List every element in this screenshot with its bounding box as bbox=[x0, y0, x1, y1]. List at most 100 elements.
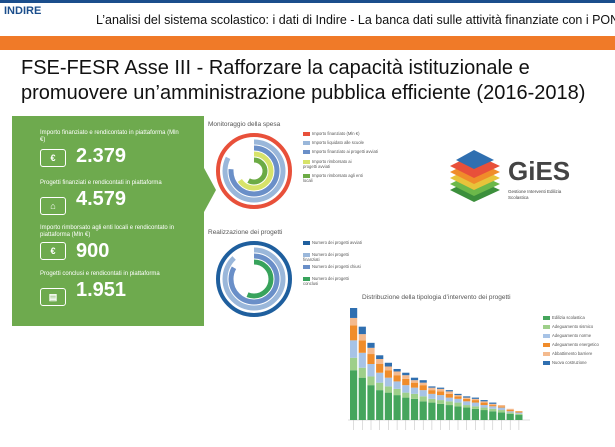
stat-value: 4.579 bbox=[76, 188, 127, 210]
bar-segment bbox=[428, 393, 436, 399]
bar-segment bbox=[506, 412, 514, 414]
legend-item: Numero dei progetti chiusi bbox=[303, 264, 363, 269]
realization-donut-chart bbox=[216, 241, 292, 317]
bar-segment bbox=[419, 390, 427, 397]
bar-segment bbox=[463, 396, 471, 398]
bar-segment bbox=[445, 391, 453, 394]
bar-segment bbox=[402, 397, 410, 420]
bar-segment bbox=[437, 388, 445, 392]
bar-segment bbox=[497, 407, 506, 411]
bar-segment bbox=[463, 401, 471, 406]
bar-segment bbox=[463, 397, 471, 399]
bar-segment bbox=[419, 382, 427, 386]
stat-label: Progetti finanziati e rendicontati in pi… bbox=[40, 180, 162, 186]
bar-segment bbox=[489, 402, 497, 404]
euro-coins-icon: € bbox=[40, 242, 66, 260]
bar-segment bbox=[410, 398, 419, 420]
bar-segment bbox=[384, 386, 392, 393]
legend-item: Adeguamento norme bbox=[543, 333, 591, 338]
bar-segment bbox=[471, 406, 479, 409]
bar-segment bbox=[393, 381, 401, 389]
bar-segment bbox=[445, 397, 453, 402]
bar-segment bbox=[497, 405, 506, 407]
bar-segment bbox=[350, 370, 358, 420]
kpi-panel-arrow bbox=[204, 168, 216, 212]
bar-segment bbox=[393, 371, 401, 376]
bar-segment bbox=[402, 392, 410, 398]
legend-item: Numero dei progetti finanziati bbox=[303, 252, 349, 262]
bar-segment bbox=[376, 355, 384, 360]
bar-segment bbox=[506, 410, 514, 412]
bar-segment bbox=[376, 359, 384, 364]
bar-segment bbox=[480, 410, 488, 420]
bar-segment bbox=[384, 362, 392, 367]
legend-item: Importo finanziato (Mln €) bbox=[303, 131, 359, 136]
bar-segment bbox=[506, 408, 514, 411]
bar-segment bbox=[384, 377, 392, 387]
bar-segment bbox=[489, 411, 497, 420]
legend-item: Importo finanziato ai progetti avviati bbox=[303, 149, 378, 154]
ring-importo-liquidato bbox=[222, 139, 286, 203]
stat-value: 2.379 bbox=[76, 145, 127, 167]
ring-progetti-conclusi bbox=[234, 259, 274, 299]
realization-title: Realizzazione dei progetti bbox=[208, 229, 283, 236]
bar-segment bbox=[376, 372, 384, 383]
bar-segment bbox=[419, 385, 427, 391]
distribution-title: Distribuzione della tipologia d’interven… bbox=[362, 294, 511, 301]
gies-tagline: Gestione Interventi Edilizia Scolastica bbox=[508, 189, 562, 200]
bar-segment bbox=[367, 342, 375, 348]
bar-segment bbox=[384, 370, 392, 378]
ring-progetti-avviati bbox=[216, 241, 292, 317]
money-bag-icon: € bbox=[40, 149, 66, 167]
legend-item: Nuova costruzione bbox=[543, 360, 587, 365]
bar-segment bbox=[454, 402, 462, 407]
ring-finanziato-avviati bbox=[228, 145, 280, 197]
bar-segment bbox=[367, 354, 375, 364]
bar-segment bbox=[454, 398, 462, 403]
bar-segment bbox=[419, 380, 427, 383]
bar-segment bbox=[515, 412, 523, 414]
bar-segment bbox=[428, 390, 436, 394]
bar-segment bbox=[350, 325, 358, 341]
bar-segment bbox=[489, 406, 497, 409]
bar-segment bbox=[445, 390, 453, 392]
bar-segment bbox=[480, 400, 488, 402]
document-stack-icon: ▤ bbox=[40, 288, 66, 306]
stat-progetti-conclusi: Progetti conclusi e rendicontati in piat… bbox=[40, 271, 200, 306]
bar-segment bbox=[384, 392, 392, 420]
stat-label: Importo rimborsato agli enti locali e re… bbox=[40, 225, 175, 238]
bar-segment bbox=[515, 411, 523, 413]
bar-segment bbox=[358, 326, 366, 335]
gies-logo: GiES Gestione Interventi Edilizia Scolas… bbox=[442, 140, 572, 210]
kpi-panel bbox=[12, 116, 204, 326]
bar-segment bbox=[454, 393, 462, 396]
bar-segment bbox=[358, 367, 366, 378]
gies-stack-icon bbox=[450, 150, 500, 202]
bar-segment bbox=[393, 375, 401, 382]
bar-segment bbox=[497, 410, 506, 413]
bar-segment bbox=[393, 388, 401, 396]
bar-segment bbox=[428, 398, 436, 403]
ring-rimborsato-enti bbox=[240, 157, 268, 185]
bar-segment bbox=[428, 386, 436, 388]
bar-segment bbox=[437, 395, 445, 401]
bar-segment bbox=[393, 368, 401, 372]
bar-segment bbox=[471, 400, 479, 403]
bar-segment bbox=[410, 377, 419, 381]
monitoring-donut-chart bbox=[216, 133, 292, 209]
legend-item: Numero dei progetti conclusi bbox=[303, 276, 349, 286]
bar-segment bbox=[402, 372, 410, 376]
legend-item: Adeguamento energetico bbox=[543, 342, 599, 347]
bar-segment bbox=[471, 397, 479, 399]
legend-item: Importo rimborsato ai progetti avviati bbox=[303, 159, 352, 169]
header-top-line bbox=[0, 0, 615, 3]
bar-segment bbox=[454, 406, 462, 420]
bar-segment bbox=[419, 396, 427, 402]
bar-segment bbox=[437, 391, 445, 396]
bar-segment bbox=[402, 375, 410, 379]
stat-progetti-finanziati: Progetti finanziati e rendicontati in pi… bbox=[40, 180, 200, 215]
legend-item: Abbattimento barriere bbox=[543, 351, 592, 356]
ring-progetti-chiusi bbox=[228, 253, 280, 305]
bar-segment bbox=[480, 405, 488, 408]
bar-segment bbox=[480, 407, 488, 411]
